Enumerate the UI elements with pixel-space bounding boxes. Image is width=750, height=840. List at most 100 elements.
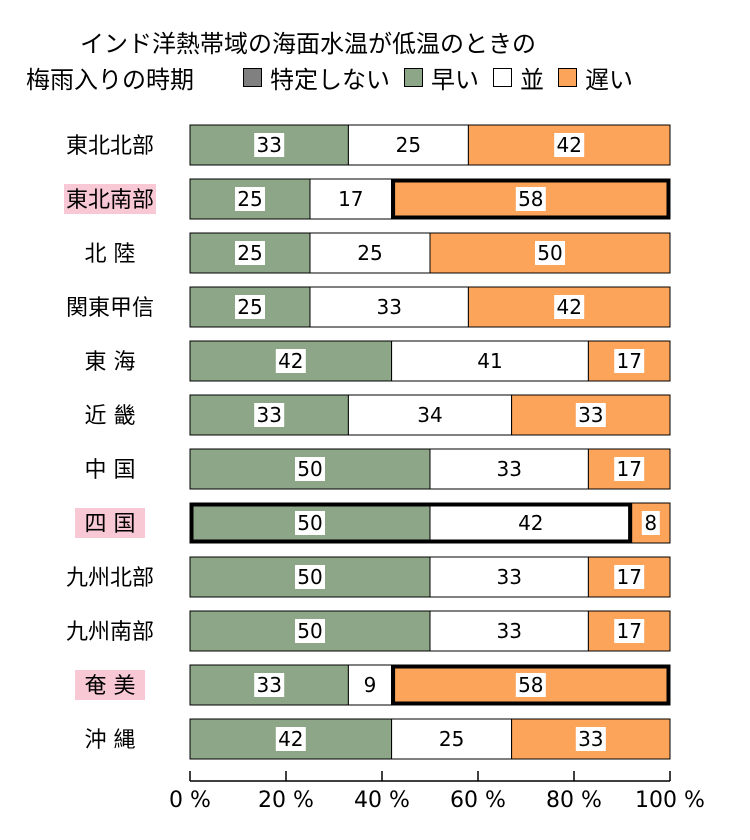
data-label: 33: [256, 403, 281, 427]
data-label-bg: [554, 133, 585, 157]
data-label-bg: [393, 133, 424, 157]
emphasis-outline: [391, 178, 671, 220]
data-label-bg: [614, 457, 645, 481]
region-label: 奄 美: [85, 674, 136, 699]
data-label-bg: [494, 457, 525, 481]
legend-label: 早い: [431, 65, 479, 94]
legend-swatch: [558, 67, 577, 87]
data-label: 25: [237, 241, 262, 265]
emphasis-outline: [189, 502, 633, 544]
legend: 特定しない 早い 並 遅い: [243, 60, 647, 94]
data-label: 50: [297, 619, 322, 643]
data-label-bg: [254, 403, 285, 427]
data-label-bg: [275, 349, 306, 373]
legend-swatch: [243, 67, 262, 87]
data-label: 25: [396, 133, 421, 157]
x-tick-label: 100 %: [635, 788, 705, 813]
chart-title-line1: インド洋熱帯域の海面水温が低温のときの: [80, 30, 536, 58]
data-label-bg: [235, 241, 265, 265]
bar-segment: [391, 340, 589, 382]
data-label: 34: [417, 403, 442, 427]
data-label: 42: [278, 727, 303, 751]
data-label: 8: [644, 511, 657, 535]
data-label-bg: [235, 187, 265, 211]
data-label: 50: [537, 241, 562, 265]
data-label-bg: [436, 727, 467, 751]
region-label: 北 陸: [85, 242, 136, 267]
data-label: 25: [357, 241, 382, 265]
data-label-bg: [374, 295, 405, 319]
data-label-bg: [494, 619, 525, 643]
region-label-highlight: [64, 184, 156, 214]
x-tick-label: 0 %: [169, 788, 211, 813]
data-label-bg: [295, 511, 325, 535]
region-label: 東北南部: [66, 188, 154, 213]
legend-label: 特定しない: [270, 65, 390, 94]
region-label: 中 国: [85, 458, 136, 483]
data-label-bg: [515, 187, 546, 211]
legend-swatch: [493, 67, 512, 87]
region-label: 四 国: [85, 512, 136, 537]
data-label-bg: [641, 511, 660, 535]
data-label: 50: [297, 457, 322, 481]
data-label-bg: [295, 457, 325, 481]
data-label: 33: [578, 403, 603, 427]
legend-item: 早い: [404, 60, 479, 95]
legend-item: 遅い: [558, 60, 633, 95]
emphasis-outline: [391, 664, 671, 706]
x-tick-label: 60 %: [450, 788, 506, 813]
data-label: 50: [297, 565, 322, 589]
legend-item: 特定しない: [243, 60, 390, 95]
data-label-bg: [355, 241, 385, 265]
region-label: 沖 縄: [85, 728, 136, 753]
legend-label: 遅い: [585, 65, 633, 94]
x-tick-label: 20 %: [258, 788, 314, 813]
data-label: 17: [616, 349, 641, 373]
region-label: 関東甲信: [66, 296, 154, 321]
region-label: 九州北部: [66, 566, 154, 591]
region-label: 東 海: [85, 350, 136, 375]
data-label-bg: [415, 403, 445, 427]
data-label: 9: [364, 673, 377, 697]
bar-segment: [189, 448, 431, 490]
data-label-bg: [515, 511, 546, 535]
data-label: 33: [496, 619, 521, 643]
legend-swatch: [404, 67, 423, 87]
data-label: 50: [297, 511, 322, 535]
data-label: 33: [578, 727, 603, 751]
data-label-bg: [235, 295, 265, 319]
data-label-bg: [361, 673, 379, 697]
x-tick-label: 80 %: [546, 788, 602, 813]
data-label-bg: [614, 565, 645, 589]
data-label-bg: [575, 727, 606, 751]
data-label-bg: [535, 241, 565, 265]
data-label: 33: [256, 673, 281, 697]
region-label: 九州南部: [66, 620, 154, 645]
data-label: 42: [556, 295, 581, 319]
data-label-bg: [614, 619, 645, 643]
x-tick-label: 40 %: [354, 788, 410, 813]
data-label-bg: [515, 673, 546, 697]
data-label-bg: [475, 349, 505, 373]
data-label: 42: [278, 349, 303, 373]
data-label: 17: [616, 619, 641, 643]
region-label-highlight: [75, 508, 145, 538]
bar-segment: [189, 124, 349, 166]
data-label-bg: [335, 187, 366, 211]
data-label: 17: [616, 457, 641, 481]
legend-label: 並: [520, 65, 544, 94]
data-label: 33: [496, 457, 521, 481]
data-label: 41: [477, 349, 502, 373]
legend-item: 並: [493, 60, 544, 95]
data-label: 33: [376, 295, 401, 319]
data-label: 25: [237, 187, 262, 211]
data-label: 17: [616, 565, 641, 589]
data-label-bg: [254, 133, 285, 157]
data-label: 58: [518, 187, 543, 211]
bar-segment: [587, 610, 671, 652]
data-label-bg: [575, 403, 606, 427]
data-label: 17: [338, 187, 363, 211]
data-label-bg: [275, 727, 306, 751]
bar-segment: [587, 340, 671, 382]
